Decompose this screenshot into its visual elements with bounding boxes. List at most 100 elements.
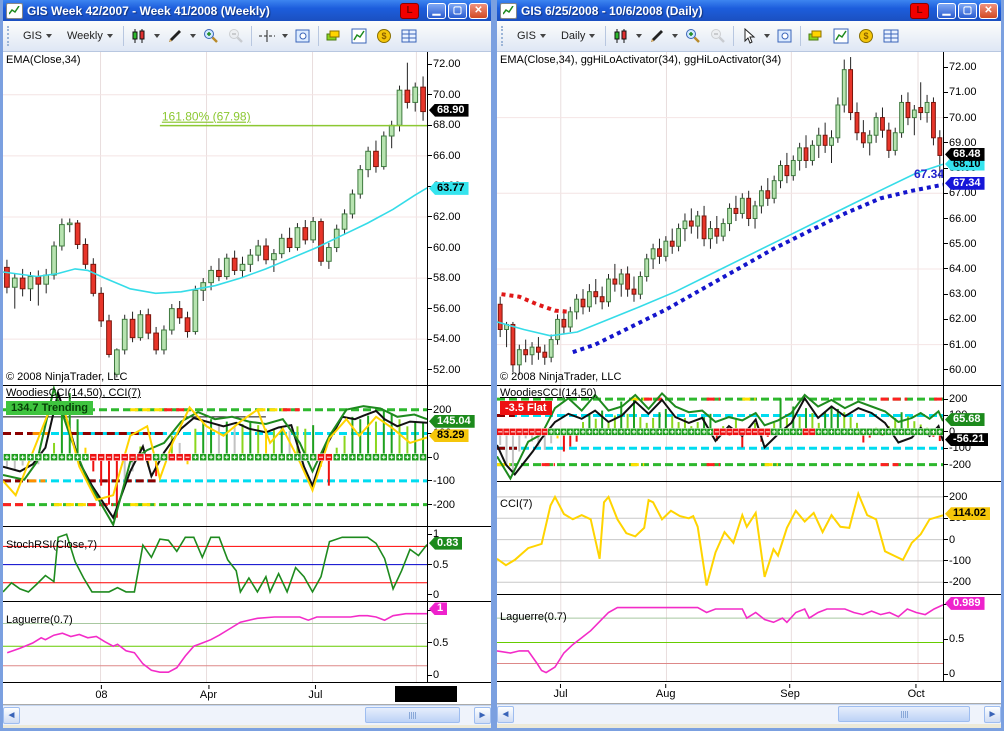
svg-text:161.80% (67.98): 161.80% (67.98) xyxy=(162,110,251,124)
instrument-selector[interactable]: GIS xyxy=(512,27,551,45)
woodies-status-badge: -3.5 Flat xyxy=(500,401,552,415)
chevron-down-icon[interactable] xyxy=(636,34,643,38)
toolbar-separator xyxy=(250,26,252,46)
price-axis[interactable]: 72.0070.0068.0066.0064.0062.0060.0058.00… xyxy=(428,52,489,385)
chevron-down-icon[interactable] xyxy=(189,34,196,38)
period-selector[interactable]: Daily xyxy=(556,27,600,45)
zoom-out-icon[interactable] xyxy=(708,26,728,46)
link-button[interactable]: L xyxy=(400,2,419,19)
period-selector[interactable]: Weekly xyxy=(62,27,118,45)
minimize-button[interactable]: ▁ xyxy=(427,2,446,19)
toolbar-separator xyxy=(317,26,319,46)
axis-tick-label: 1 xyxy=(428,528,439,540)
chart-window-daily: GIS 6/25/2008 - 10/6/2008 (Daily) L ▁ ▢ … xyxy=(494,0,1004,731)
time-axis[interactable]: Jul Aug Sep Oct xyxy=(497,682,1001,704)
link-button[interactable]: L xyxy=(910,2,929,19)
axis-tick-label: 64.00 xyxy=(944,263,977,275)
indicator-label: StochRSI(Close,7) xyxy=(6,539,98,551)
axis-tick-label: 0 xyxy=(428,451,439,463)
axis-tick-label: 72.00 xyxy=(428,58,461,70)
drawing-tools-icon[interactable] xyxy=(165,26,185,46)
horizontal-scrollbar[interactable]: ◄ ► xyxy=(3,705,491,725)
scroll-left-arrow[interactable]: ◄ xyxy=(497,706,514,723)
laguerre-axis[interactable]: 10.501 xyxy=(428,602,489,682)
laguerre-axis[interactable]: 10.500.989 xyxy=(944,595,1001,681)
drawing-tools-icon[interactable] xyxy=(647,26,667,46)
scrollbar-thumb[interactable] xyxy=(365,707,461,723)
time-tick-label: Apr xyxy=(200,685,217,701)
axis-tick-label: 0.5 xyxy=(944,633,964,645)
chart-style-icon[interactable] xyxy=(611,26,631,46)
chart-style-icon[interactable] xyxy=(129,26,149,46)
laguerre-plot[interactable]: Laguerre(0.7) xyxy=(497,595,944,681)
toolbar-separator xyxy=(800,26,802,46)
zoom-in-icon[interactable] xyxy=(683,26,703,46)
price-chart-plot[interactable]: 67.34 EMA(Close,34), ggHiLoActivator(34)… xyxy=(497,52,944,385)
scrollbar-track[interactable] xyxy=(20,707,474,724)
chevron-down-icon[interactable] xyxy=(764,34,771,38)
zoom-in-icon[interactable] xyxy=(201,26,221,46)
price-axis[interactable]: 72.0071.0070.0069.0068.0067.0066.0065.00… xyxy=(944,52,1001,385)
indicator-label: WoodiesCCI(14,50), CCI(7) xyxy=(6,387,141,399)
minimize-button[interactable]: ▁ xyxy=(937,2,956,19)
account-icon[interactable] xyxy=(324,26,344,46)
time-tick-label: Jul xyxy=(308,685,322,701)
stochrsi-plot[interactable]: StochRSI(Close,7) xyxy=(3,527,428,601)
scrollbar-thumb[interactable] xyxy=(838,706,970,722)
axis-tick-label: 62.00 xyxy=(428,211,461,223)
copyright-label: © 2008 NinjaTrader, LLC xyxy=(500,371,622,383)
account-icon[interactable] xyxy=(806,26,826,46)
scroll-right-arrow[interactable]: ► xyxy=(984,706,1001,723)
cci-plot[interactable]: CCI(7) xyxy=(497,482,944,594)
chevron-down-icon xyxy=(589,34,596,38)
axis-tick-label: 63.00 xyxy=(944,288,977,300)
axis-tick-label: 68.00 xyxy=(428,119,461,131)
horizontal-scrollbar[interactable]: ◄ ► xyxy=(497,704,1001,724)
maximize-button[interactable]: ▢ xyxy=(448,2,467,19)
time-axis[interactable]: 08 Apr Jul xyxy=(3,683,491,705)
toolbar-grip[interactable] xyxy=(7,26,13,46)
coin-icon[interactable]: $ xyxy=(374,26,394,46)
time-tick-label: 08 xyxy=(95,685,108,701)
time-tick-label: Oct xyxy=(908,684,925,700)
region-zoom-icon[interactable] xyxy=(293,26,313,46)
data-grid-icon[interactable] xyxy=(399,26,419,46)
title-bar[interactable]: GIS Week 42/2007 - Week 41/2008 (Weekly)… xyxy=(3,0,491,21)
axis-tick-label: 61.00 xyxy=(944,339,977,351)
woodies-cci-plot[interactable]: WoodiesCCI(14,50) -3.5 Flat xyxy=(497,386,944,481)
svg-text:$: $ xyxy=(381,31,386,41)
woodies-status-badge: 134.7 Trending xyxy=(6,401,94,415)
laguerre-plot[interactable]: Laguerre(0.7) xyxy=(3,602,428,682)
woodies-cci-plot[interactable]: WoodiesCCI(14,50), CCI(7) 134.7 Trending xyxy=(3,386,428,526)
data-grid-icon[interactable] xyxy=(881,26,901,46)
chevron-down-icon[interactable] xyxy=(281,34,288,38)
chevron-down-icon[interactable] xyxy=(153,34,160,38)
region-zoom-icon[interactable] xyxy=(775,26,795,46)
title-bar[interactable]: GIS 6/25/2008 - 10/6/2008 (Daily) L ▁ ▢ … xyxy=(497,0,1001,21)
price-tag: -56.21 xyxy=(945,433,989,447)
toolbar-grip[interactable] xyxy=(501,26,507,46)
scroll-right-arrow[interactable]: ► xyxy=(474,707,491,724)
scroll-left-arrow[interactable]: ◄ xyxy=(3,707,20,724)
axis-tick-label: 71.00 xyxy=(944,86,977,98)
zoom-out-icon[interactable] xyxy=(226,26,246,46)
price-chart-plot[interactable]: 161.80% (67.98) EMA(Close,34) © 2008 Nin… xyxy=(3,52,428,385)
chart-window-icon[interactable] xyxy=(831,26,851,46)
indicator-label: WoodiesCCI(14,50) xyxy=(500,387,597,399)
instrument-selector[interactable]: GIS xyxy=(18,27,57,45)
close-button[interactable]: ✕ xyxy=(979,2,998,19)
maximize-button[interactable]: ▢ xyxy=(958,2,977,19)
chevron-down-icon[interactable] xyxy=(672,34,679,38)
stochrsi-axis[interactable]: 1 0.5 0 0.83 xyxy=(428,527,489,601)
axis-tick-label: 0 xyxy=(944,534,955,546)
axis-tick-label: 54.00 xyxy=(428,333,461,345)
scrollbar-track[interactable] xyxy=(514,706,984,723)
chart-window-icon[interactable] xyxy=(349,26,369,46)
crosshair-icon[interactable] xyxy=(257,26,277,46)
close-button[interactable]: ✕ xyxy=(469,2,488,19)
coin-icon[interactable]: $ xyxy=(856,26,876,46)
pointer-icon[interactable] xyxy=(739,26,759,46)
